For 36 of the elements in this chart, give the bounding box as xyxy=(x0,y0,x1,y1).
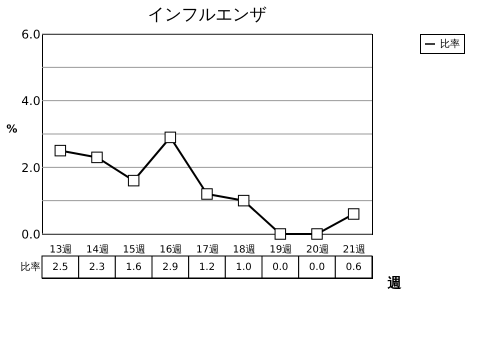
text: 1.6 xyxy=(126,262,142,273)
point xyxy=(201,188,213,200)
x-tick-label: 15週 xyxy=(122,244,146,256)
text: 2.3 xyxy=(89,262,105,273)
x-axis-title: 週 xyxy=(386,276,402,292)
text: 0.0 xyxy=(309,262,325,273)
text: 0.6 xyxy=(346,262,362,273)
chart-title: インフルエンザ xyxy=(148,5,266,25)
x-tick-label: 20週 xyxy=(306,244,329,256)
legend-label: 比率 xyxy=(440,38,460,50)
point xyxy=(91,152,103,164)
point xyxy=(348,208,360,220)
y-tick-label: 6.0 xyxy=(21,28,40,42)
text: 0.0 xyxy=(272,262,288,273)
x-tick-label: 19週 xyxy=(269,244,292,256)
y-tick-label: 2.0 xyxy=(21,160,40,175)
text: 1.2 xyxy=(199,262,215,273)
x-tick-label: 13週 xyxy=(49,244,72,256)
x-tick-label: 14週 xyxy=(86,244,109,256)
y-tick-label: 0.0 xyxy=(21,228,40,242)
text: 2.5 xyxy=(52,262,68,273)
text: 1.0 xyxy=(236,262,252,273)
y-axis-title: % xyxy=(6,122,18,136)
x-tick-label: 18週 xyxy=(232,244,256,256)
x-tick-label: 17週 xyxy=(196,244,219,256)
point xyxy=(238,194,250,206)
point xyxy=(54,144,66,156)
text: 2.9 xyxy=(162,262,178,273)
point xyxy=(274,228,286,240)
y-tick-label: 4.0 xyxy=(21,94,40,108)
text: 比率 xyxy=(20,262,40,273)
x-tick-label: 16週 xyxy=(159,244,182,256)
point xyxy=(311,228,323,240)
point xyxy=(164,132,176,144)
point xyxy=(128,174,140,186)
x-tick-label: 21週 xyxy=(342,244,366,256)
